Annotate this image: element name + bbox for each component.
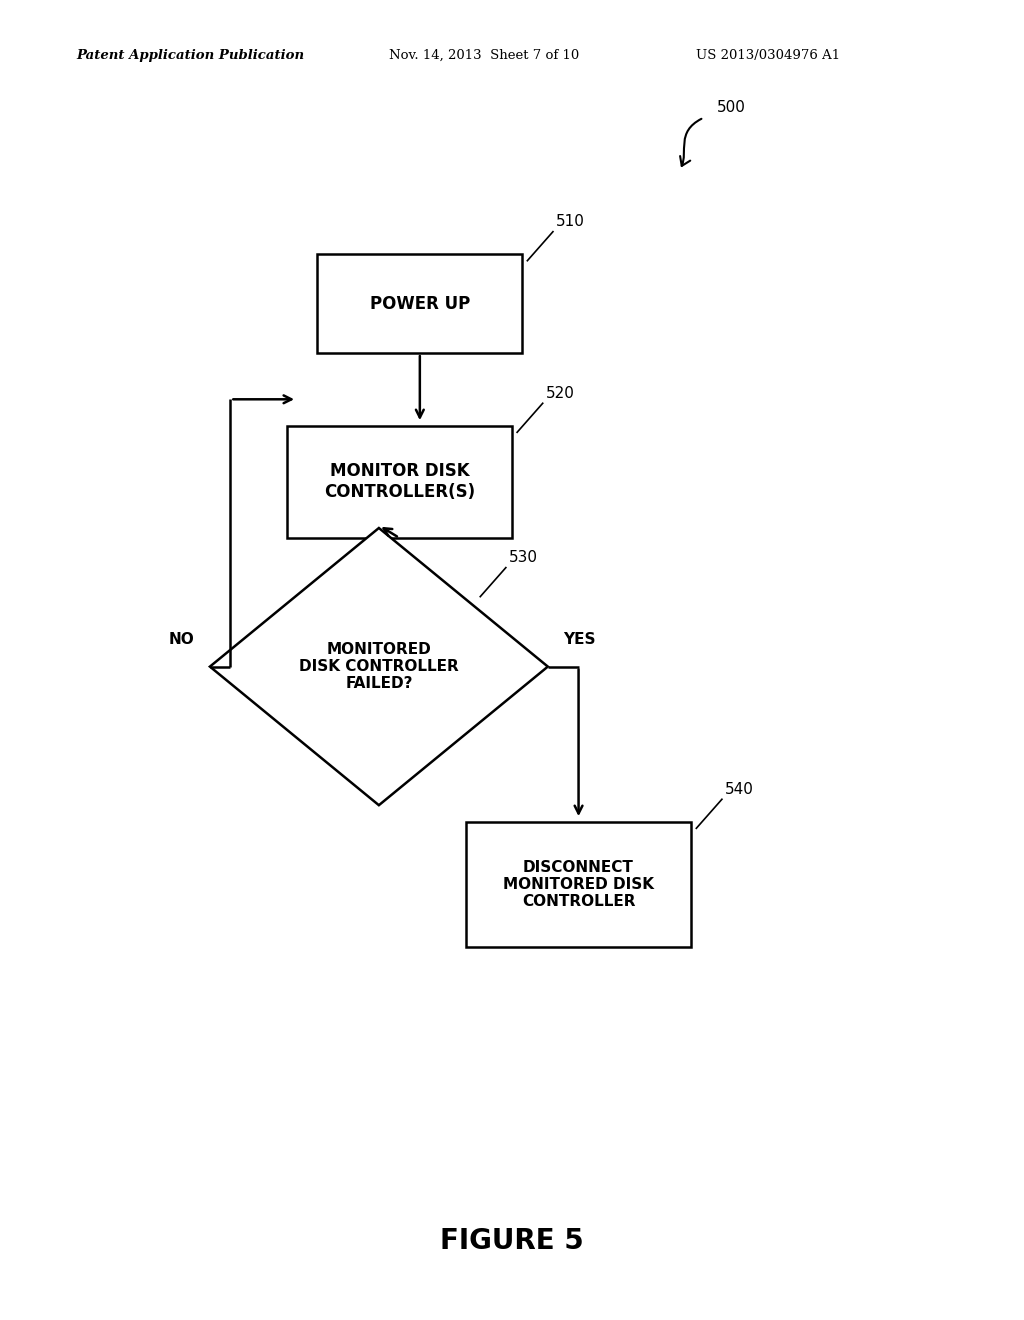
Text: 530: 530: [509, 550, 538, 565]
Text: POWER UP: POWER UP: [370, 294, 470, 313]
Polygon shape: [210, 528, 548, 805]
Text: NO: NO: [169, 632, 195, 647]
Text: YES: YES: [563, 632, 596, 647]
Text: 500: 500: [717, 100, 745, 115]
Text: Patent Application Publication: Patent Application Publication: [77, 49, 305, 62]
Text: DISCONNECT
MONITORED DISK
CONTROLLER: DISCONNECT MONITORED DISK CONTROLLER: [503, 859, 654, 909]
Text: US 2013/0304976 A1: US 2013/0304976 A1: [696, 49, 841, 62]
Text: MONITORED
DISK CONTROLLER
FAILED?: MONITORED DISK CONTROLLER FAILED?: [299, 642, 459, 692]
Bar: [466, 821, 691, 948]
Text: 510: 510: [556, 214, 585, 230]
Text: Nov. 14, 2013  Sheet 7 of 10: Nov. 14, 2013 Sheet 7 of 10: [389, 49, 580, 62]
Text: MONITOR DISK
CONTROLLER(S): MONITOR DISK CONTROLLER(S): [324, 462, 475, 502]
Bar: [317, 253, 522, 352]
Text: 540: 540: [725, 781, 754, 796]
Text: 520: 520: [546, 385, 574, 401]
Text: FIGURE 5: FIGURE 5: [440, 1226, 584, 1255]
Bar: [287, 425, 512, 539]
FancyArrowPatch shape: [680, 119, 701, 166]
